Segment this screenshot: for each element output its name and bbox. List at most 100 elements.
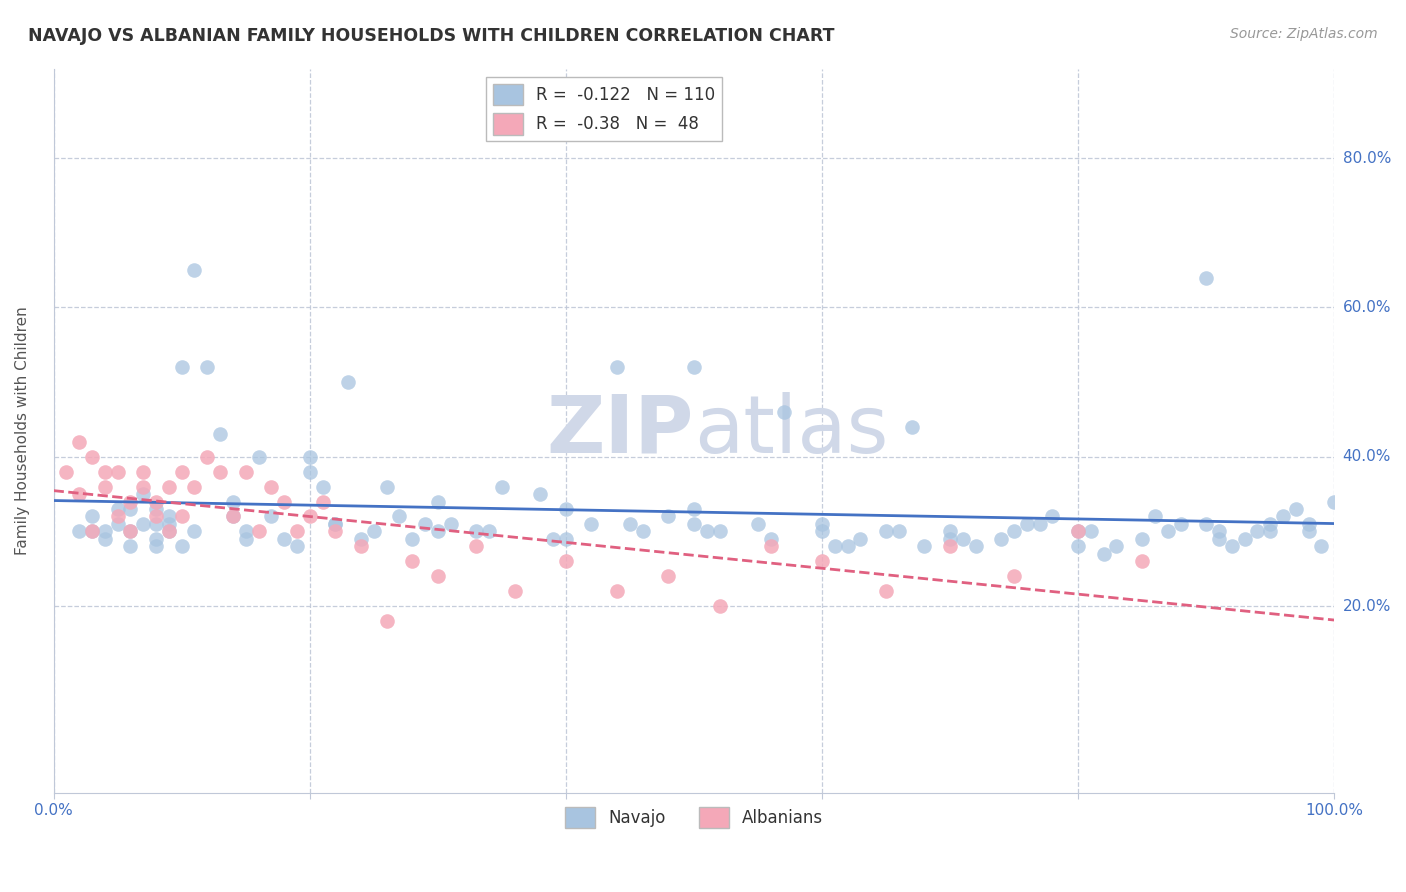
Point	[260, 479, 283, 493]
Point	[1067, 524, 1090, 539]
Point	[209, 465, 232, 479]
Point	[235, 532, 257, 546]
Point	[145, 532, 167, 546]
Point	[375, 479, 398, 493]
Point	[1015, 516, 1038, 531]
Point	[554, 532, 576, 546]
Point	[887, 524, 910, 539]
Point	[363, 524, 385, 539]
Point	[145, 516, 167, 531]
Point	[350, 539, 373, 553]
Point	[157, 479, 180, 493]
Point	[900, 420, 922, 434]
Point	[67, 524, 90, 539]
Text: ZIP: ZIP	[547, 392, 695, 469]
Point	[222, 494, 245, 508]
Point	[298, 465, 321, 479]
Text: NAVAJO VS ALBANIAN FAMILY HOUSEHOLDS WITH CHILDREN CORRELATION CHART: NAVAJO VS ALBANIAN FAMILY HOUSEHOLDS WIT…	[28, 27, 835, 45]
Point	[1258, 516, 1281, 531]
Point	[1157, 524, 1180, 539]
Point	[285, 524, 308, 539]
Point	[1143, 509, 1166, 524]
Point	[170, 360, 193, 375]
Point	[1271, 509, 1294, 524]
Point	[94, 465, 117, 479]
Point	[120, 539, 142, 553]
Point	[439, 516, 461, 531]
Point	[426, 569, 449, 583]
Point	[273, 532, 295, 546]
Point	[157, 524, 180, 539]
Point	[325, 524, 347, 539]
Point	[811, 524, 834, 539]
Point	[145, 539, 167, 553]
Point	[1233, 532, 1256, 546]
Point	[235, 465, 257, 479]
Point	[1195, 270, 1218, 285]
Point	[298, 509, 321, 524]
Point	[120, 524, 142, 539]
Point	[1067, 539, 1090, 553]
Point	[413, 516, 436, 531]
Point	[67, 487, 90, 501]
Point	[709, 524, 731, 539]
Text: 80.0%: 80.0%	[1343, 151, 1391, 166]
Point	[541, 532, 564, 546]
Text: 40.0%: 40.0%	[1343, 450, 1391, 464]
Point	[1208, 532, 1230, 546]
Point	[772, 405, 794, 419]
Point	[170, 509, 193, 524]
Point	[759, 539, 782, 553]
Text: Source: ZipAtlas.com: Source: ZipAtlas.com	[1230, 27, 1378, 41]
Point	[183, 524, 205, 539]
Point	[401, 532, 423, 546]
Text: atlas: atlas	[695, 392, 889, 469]
Point	[811, 554, 834, 568]
Point	[1298, 524, 1320, 539]
Point	[939, 539, 962, 553]
Point	[759, 532, 782, 546]
Point	[94, 479, 117, 493]
Point	[1246, 524, 1268, 539]
Point	[401, 554, 423, 568]
Point	[1195, 516, 1218, 531]
Point	[939, 532, 962, 546]
Point	[120, 502, 142, 516]
Point	[298, 450, 321, 464]
Point	[619, 516, 641, 531]
Point	[683, 360, 706, 375]
Point	[157, 516, 180, 531]
Point	[80, 524, 103, 539]
Point	[952, 532, 974, 546]
Point	[554, 554, 576, 568]
Point	[375, 614, 398, 628]
Point	[55, 465, 77, 479]
Point	[107, 516, 129, 531]
Point	[120, 524, 142, 539]
Point	[1130, 554, 1153, 568]
Point	[747, 516, 769, 531]
Point	[1258, 524, 1281, 539]
Point	[581, 516, 603, 531]
Point	[426, 524, 449, 539]
Point	[503, 584, 526, 599]
Text: 20.0%: 20.0%	[1343, 599, 1391, 614]
Point	[235, 524, 257, 539]
Point	[1170, 516, 1192, 531]
Point	[183, 263, 205, 277]
Point	[120, 494, 142, 508]
Point	[426, 494, 449, 508]
Point	[285, 539, 308, 553]
Point	[875, 524, 897, 539]
Point	[529, 487, 551, 501]
Point	[350, 532, 373, 546]
Point	[247, 450, 270, 464]
Y-axis label: Family Households with Children: Family Households with Children	[15, 306, 30, 555]
Point	[311, 479, 333, 493]
Point	[222, 509, 245, 524]
Point	[1002, 569, 1025, 583]
Point	[1130, 532, 1153, 546]
Point	[247, 524, 270, 539]
Point	[696, 524, 718, 539]
Point	[145, 509, 167, 524]
